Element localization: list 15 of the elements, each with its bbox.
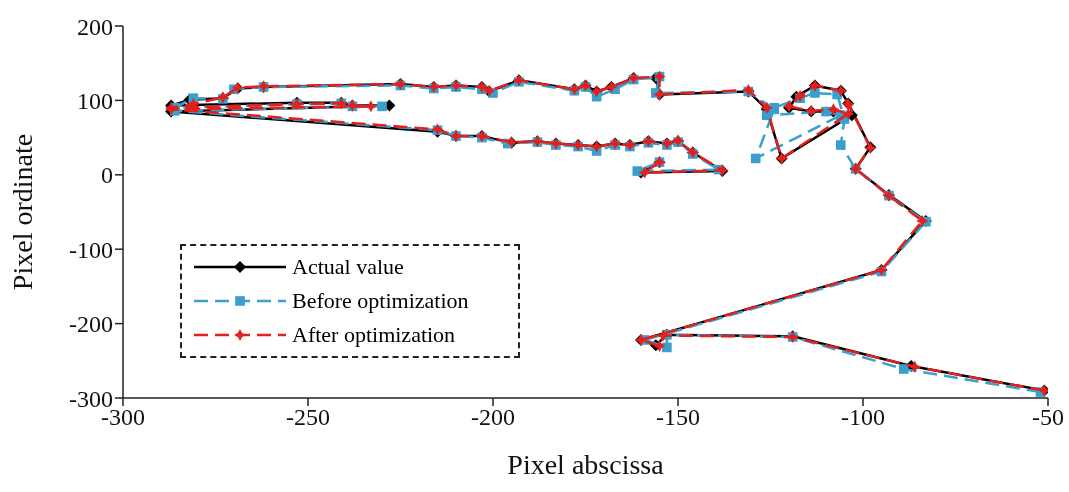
x-axis-title: Pixel abscissa: [507, 449, 665, 480]
legend-label: Before optimization: [292, 288, 469, 314]
y-axis-title: Pixel ordinate: [6, 133, 38, 291]
y-tick-label: 200: [77, 13, 113, 40]
x-tick-label: -100: [841, 404, 885, 431]
y-tick-label: 100: [77, 87, 113, 114]
legend-label: After optimization: [292, 322, 456, 348]
x-tick-label: -150: [656, 404, 700, 431]
y-tick-label: 0: [101, 162, 113, 189]
y-tick-label: -200: [69, 311, 113, 338]
legend-label: Actual value: [292, 254, 404, 280]
x-tick-label: -200: [471, 404, 515, 431]
x-tick-label: -50: [1032, 404, 1064, 431]
x-tick-label: -250: [286, 404, 330, 431]
y-tick-label: -100: [69, 236, 113, 263]
